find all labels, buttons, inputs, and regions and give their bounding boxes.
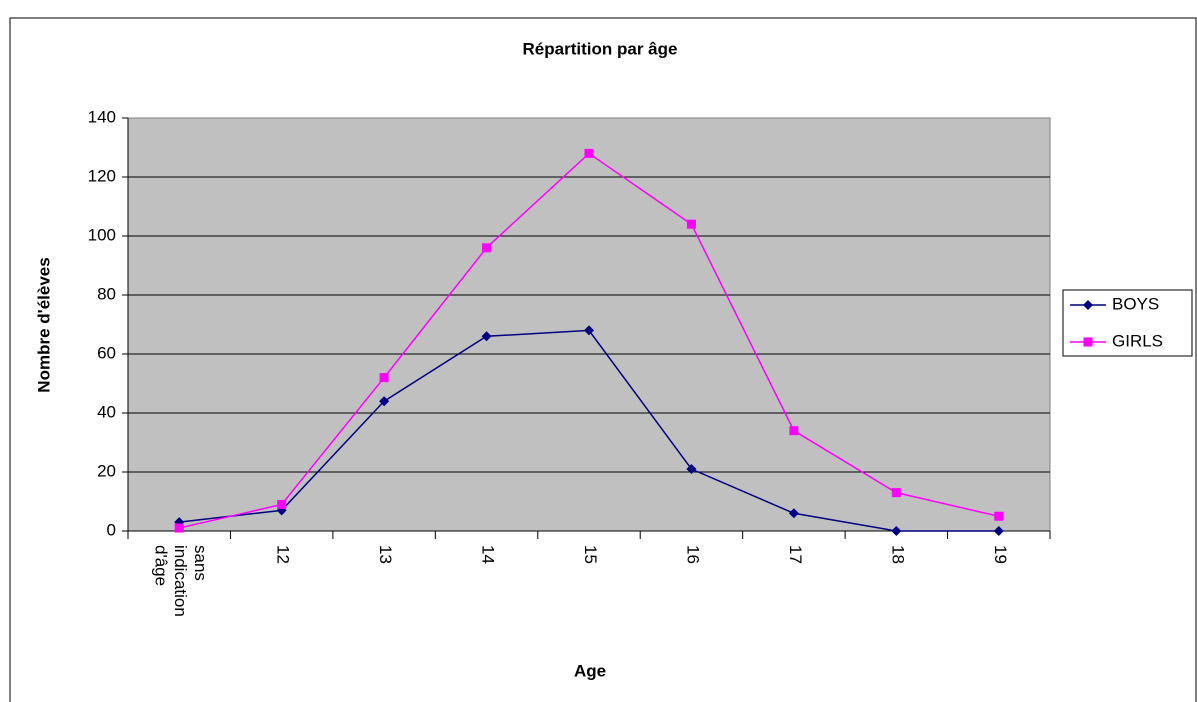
y-axis-label: Nombre d'élèves [34,257,53,392]
y-tick-label: 140 [88,107,116,126]
legend-marker [1083,300,1093,310]
data-point [482,243,492,253]
data-point [379,396,390,407]
data-point [993,526,1004,536]
x-axis-label: Age [574,661,606,680]
data-point [686,219,696,229]
data-point [891,488,901,498]
legend-marker [1083,337,1093,347]
plot-area [127,117,1051,532]
data-point [379,373,389,383]
y-tick-label: 40 [97,402,116,421]
x-tick-label: sansindicationd'âge [151,545,209,617]
data-point [891,526,902,536]
y-tick-label: 80 [97,284,116,303]
y-tick-label: 0 [107,520,116,539]
legend-label: GIRLS [1112,331,1163,350]
data-point [788,508,799,519]
x-tick-label: 13 [376,545,395,564]
data-point [789,426,799,436]
chart-title: Répartition par âge [523,39,678,58]
x-tick-label: 16 [683,545,702,564]
x-tick-label: 15 [581,545,600,564]
data-point [584,325,594,336]
x-tick-label: 19 [990,545,1009,564]
y-tick-label: 60 [97,343,116,362]
x-tick-label: 14 [478,545,497,564]
data-point [994,511,1004,521]
x-tick-label: 17 [785,545,804,564]
x-tick-label: 18 [888,545,907,564]
data-point [481,331,492,342]
data-point [584,148,594,158]
data-point [686,464,697,475]
y-tick-label: 20 [97,461,116,480]
data-point [174,523,184,533]
y-tick-label: 100 [88,225,116,244]
data-point [277,499,287,509]
legend-label: BOYS [1112,294,1159,313]
x-tick-label: 12 [273,545,292,564]
y-tick-label: 120 [88,166,116,185]
